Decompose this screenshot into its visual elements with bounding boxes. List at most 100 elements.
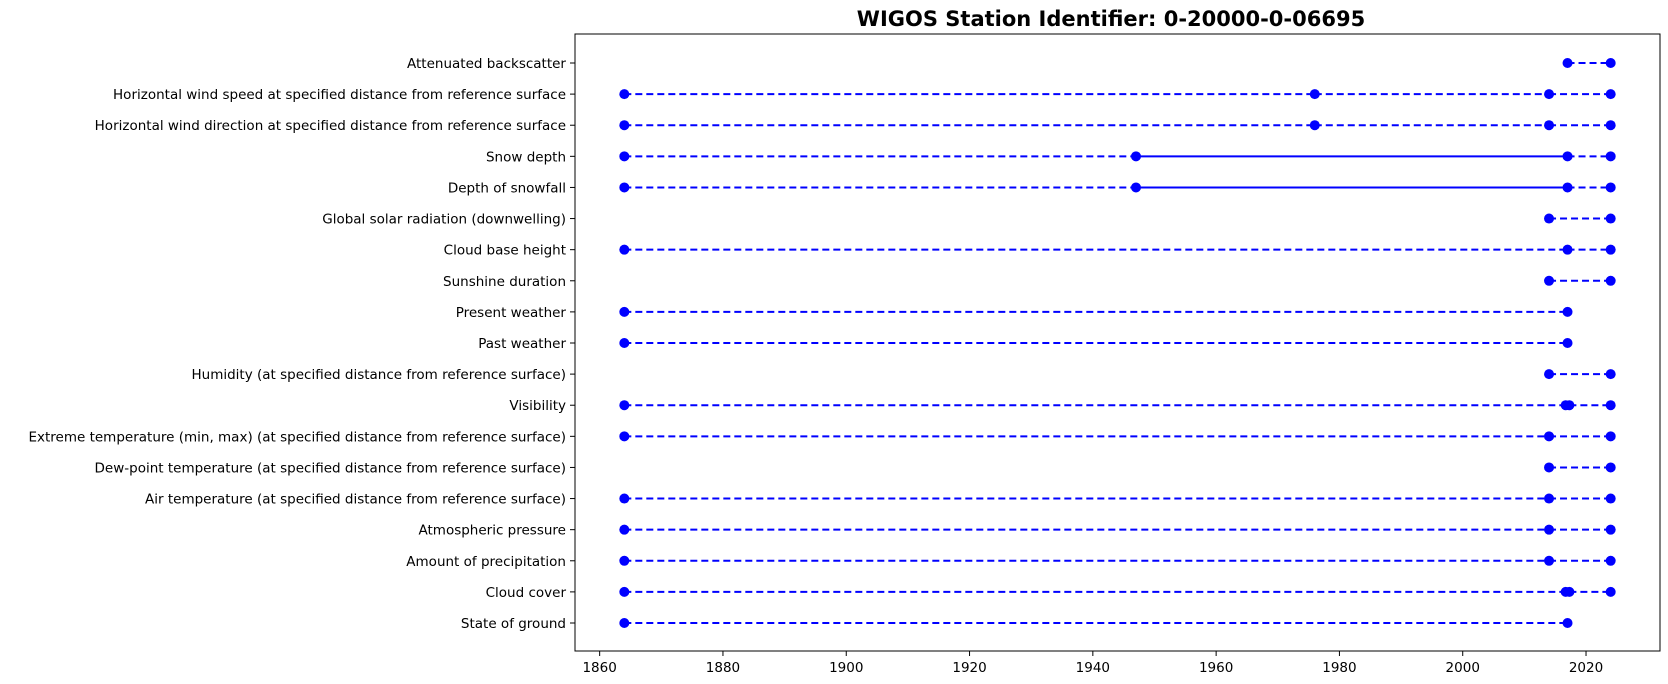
y-tick-label: Humidity (at specified distance from ref… [192,367,567,383]
data-point [1562,244,1573,255]
x-tick-label: 1980 [1322,660,1356,676]
data-point [619,306,630,317]
x-tick-label: 1960 [1199,660,1233,676]
chart-title: WIGOS Station Identifier: 0-20000-0-0669… [857,7,1365,31]
data-point [1544,369,1555,380]
y-tick-label: Atmospheric pressure [419,523,567,539]
y-tick-label: Global solar radiation (downwelling) [322,212,566,228]
data-point [619,493,630,504]
x-tick-label: 2020 [1569,660,1603,676]
data-point [1130,151,1141,162]
series-row [619,89,1616,100]
data-point [1544,89,1555,100]
series-row [619,524,1616,535]
data-point [1544,213,1555,224]
data-point [619,182,630,193]
y-tick-label: State of ground [461,616,566,632]
x-tick-label: 1860 [582,660,616,676]
data-point [1544,431,1555,442]
series-row [619,306,1573,317]
series-row [619,120,1616,131]
data-point [619,89,630,100]
y-tick-label: Air temperature (at specified distance f… [145,492,566,508]
y-tick-label: Attenuated backscatter [407,56,566,72]
series-row [619,182,1616,193]
y-tick-label: Past weather [478,336,566,352]
data-point [1605,182,1616,193]
y-tick-label: Cloud cover [486,585,567,601]
data-point [1562,306,1573,317]
x-tick-label: 2000 [1446,660,1480,676]
y-tick-label: Amount of precipitation [406,554,566,570]
x-tick-label: 1880 [706,660,740,676]
series-row [1544,369,1616,380]
x-tick-label: 1900 [829,660,863,676]
x-tick-label: 1940 [1076,660,1110,676]
data-point [1562,618,1573,628]
y-tick-label: Sunshine duration [443,274,566,290]
y-tick-label: Cloud base height [444,243,566,259]
data-point [1562,58,1573,68]
y-tick-label: Present weather [456,305,567,321]
data-point [1605,462,1616,473]
series-row [1544,462,1616,473]
data-point [619,338,630,348]
data-point [1564,586,1575,597]
data-point [1544,524,1555,535]
data-point [619,524,630,535]
series-row [619,431,1616,442]
data-point [1605,244,1616,255]
series-row [619,151,1616,162]
series-row [619,618,1573,628]
series-row [619,338,1573,348]
y-tick-label: Horizontal wind speed at specified dista… [113,87,566,103]
data-point [619,151,630,162]
series-row [619,493,1616,504]
y-tick-label: Depth of snowfall [448,180,566,196]
y-tick-label: Visibility [509,398,566,414]
data-point [619,244,630,255]
data-point [1605,275,1616,286]
data-point [619,618,630,628]
data-point [619,120,630,131]
series-row [619,586,1616,597]
data-point [1605,213,1616,224]
data-point [619,555,630,566]
data-point [1605,493,1616,504]
timeline-series [619,58,1616,628]
data-point [1605,369,1616,380]
data-point [1605,524,1616,535]
data-point [1309,89,1320,100]
data-point [1564,400,1575,411]
data-point [1605,400,1616,411]
data-point [1544,275,1555,286]
data-point [1562,338,1573,348]
series-row [1544,213,1616,224]
data-point [619,431,630,442]
data-point [1605,58,1616,68]
data-point [1605,89,1616,100]
y-tick-label: Horizontal wind direction at specified d… [95,118,566,134]
series-row [619,400,1616,411]
data-point [1130,182,1141,193]
data-point [1605,555,1616,566]
data-point [1544,462,1555,473]
series-row [1562,58,1616,68]
data-point [1605,120,1616,131]
series-row [619,555,1616,566]
x-axis-ticks: 1860 1880 1900 1920 1940 1960 1980 2000 2020 [582,651,1603,676]
data-point [1544,493,1555,504]
series-row [619,244,1616,255]
x-tick-label: 1920 [952,660,986,676]
y-tick-label: Snow depth [486,149,566,165]
data-point [1605,586,1616,597]
data-point [1562,151,1573,162]
data-point [1544,120,1555,131]
y-axis-labels: State of ground Cloud cover Amount of prec… [28,56,575,632]
data-point [1605,431,1616,442]
data-point [1309,120,1320,131]
y-tick-label: Dew-point temperature (at specified dist… [95,460,566,476]
data-point [619,400,630,411]
y-tick-label: Extreme temperature (min, max) (at speci… [28,429,566,445]
